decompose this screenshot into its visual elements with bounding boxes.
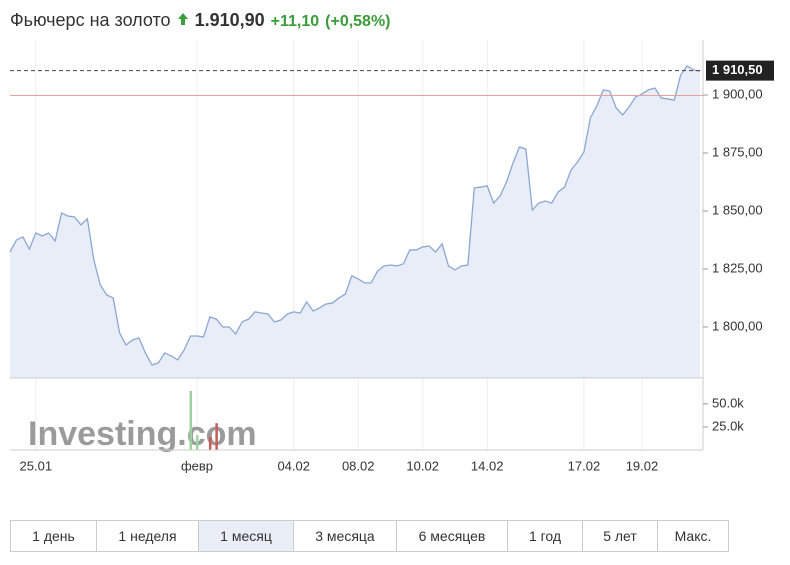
x-tick-label: 08.02 [342, 458, 375, 473]
price: 1.910,90 [194, 10, 265, 30]
watermark: Investing.com [28, 415, 257, 453]
range-button[interactable]: 1 месяц [199, 521, 294, 551]
y-tick-label: 1 850,00 [712, 202, 763, 217]
change: +11,10 [270, 13, 320, 30]
y-tick-label: 1 900,00 [712, 86, 763, 101]
last-price-label: 1 910,50 [712, 62, 763, 77]
header: Фьючерс на золото 1.910,90 +11,10 (+0,58… [10, 10, 391, 31]
volume-bar [196, 435, 199, 450]
range-buttons: 1 день 1 неделя 1 месяц 3 месяца 6 месяцев 1 … [10, 520, 729, 552]
volume-tick-label: 50.0k [712, 395, 744, 410]
x-tick-label: 25.01 [20, 458, 53, 473]
range-button[interactable]: 1 неделя [97, 521, 199, 551]
x-tick-label: февр [181, 458, 213, 473]
title: Фьючерс на золото [10, 10, 171, 30]
range-button[interactable]: 6 месяцев [397, 521, 508, 551]
volume-bar [189, 390, 193, 450]
range-button[interactable]: 1 день [11, 521, 97, 551]
x-tick-label: 17.02 [568, 458, 601, 473]
range-button[interactable]: Макс. [674, 528, 712, 544]
y-tick-label: 1 875,00 [712, 144, 763, 159]
x-tick-label: 10.02 [406, 458, 439, 473]
x-tick-label: 04.02 [277, 458, 310, 473]
x-tick-label: 14.02 [471, 458, 504, 473]
range-button[interactable]: 3 месяца [294, 521, 397, 551]
x-tick-label: 19.02 [626, 458, 659, 473]
chart: 25.01 февр 04.02 08.02 10.02 14.02 17.02 19.02 I… [9, 40, 774, 473]
y-tick-label: 1 825,00 [712, 260, 763, 275]
y-tick-label: 1 800,00 [712, 318, 763, 333]
range-button[interactable]: 5 лет [583, 521, 658, 551]
range-button[interactable]: 1 год [508, 521, 583, 551]
price-line [9, 65, 701, 366]
volume-bar [208, 437, 212, 450]
volume-tick-label: 25.0k [712, 418, 744, 433]
last-price-box [706, 60, 774, 81]
up-arrow [177, 13, 188, 25]
area-fill [10, 65, 700, 379]
change-percent: (+0,58%) [325, 13, 391, 30]
volume-bar [215, 423, 218, 450]
